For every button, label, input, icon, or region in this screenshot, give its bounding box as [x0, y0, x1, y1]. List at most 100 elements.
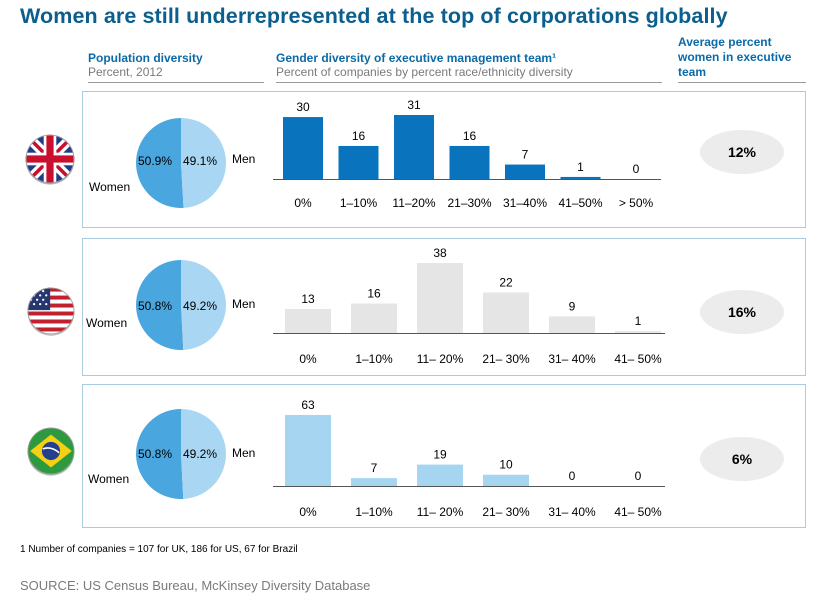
- bar-value-label: 9: [569, 299, 576, 313]
- bar-value-label: 7: [522, 148, 529, 162]
- category-label: 21– 30%: [482, 505, 530, 519]
- uk-flag-icon: [25, 134, 75, 185]
- uk-women-label: Women: [89, 180, 131, 194]
- us-men-percent: 49.2%: [183, 299, 218, 313]
- bar: [338, 145, 379, 179]
- bar-value-label: 0: [633, 162, 640, 176]
- category-label: 1–10%: [355, 352, 393, 366]
- bar: [351, 303, 397, 333]
- us-pie-women-slice: [136, 260, 184, 350]
- bar-value-label: 10: [499, 458, 513, 472]
- brazil-pie-women-slice: [136, 409, 184, 499]
- category-label: 41– 50%: [614, 352, 662, 366]
- category-label: 0%: [299, 505, 317, 519]
- gender-header-subtitle: Percent of companies by percent race/eth…: [276, 65, 573, 79]
- source-note: SOURCE: US Census Bureau, McKinsey Diver…: [20, 578, 371, 593]
- category-label: 31– 40%: [548, 505, 596, 519]
- us-bar-chart: 13 0% 16 1–10% 38 11– 20% 22 21– 30% 9 31– 40% 1 41…: [273, 246, 665, 366]
- brazil-population-pie: [136, 409, 226, 499]
- us-average-women: 16%: [700, 290, 784, 334]
- bar: [351, 478, 397, 486]
- category-label: 11– 20%: [417, 352, 464, 366]
- bar: [285, 415, 331, 486]
- uk-population-pie: [135, 118, 226, 208]
- brazil-average-women: 6%: [700, 437, 784, 481]
- bar-value-label: 19: [433, 448, 447, 462]
- brazil-men-label: Men: [232, 446, 256, 460]
- us-pie-men-slice: [181, 260, 226, 350]
- category-label: > 50%: [619, 196, 654, 210]
- category-label: 0%: [299, 352, 317, 366]
- bar: [549, 316, 595, 333]
- bar: [483, 474, 529, 486]
- bar: [615, 331, 661, 333]
- uk-pie-men-slice: [181, 118, 226, 208]
- us-panel: [82, 238, 806, 376]
- average-header: Average percent women in executive team: [678, 35, 792, 79]
- bar: [285, 309, 331, 333]
- us-population-pie: [136, 260, 226, 350]
- bar-value-label: 16: [367, 287, 381, 301]
- category-label: 0%: [294, 196, 312, 210]
- gender-header-title: Gender diversity of executive management…: [276, 51, 557, 65]
- bar-value-label: 16: [463, 129, 477, 143]
- brazil-pie-men-slice: [181, 409, 226, 499]
- brazil-bar-chart: 63 0% 7 1–10% 19 11– 20% 10 21– 30% 0 31– 40% 0 41–…: [273, 398, 665, 519]
- uk-men-label: Men: [232, 152, 256, 166]
- category-label: 21–30%: [447, 196, 491, 210]
- bar-value-label: 0: [569, 469, 576, 483]
- brazil-flag-icon: [27, 427, 75, 476]
- bar-value-label: 30: [296, 100, 310, 114]
- bar: [283, 117, 323, 179]
- brazil-panel: [82, 384, 806, 528]
- uk-men-percent: 49.1%: [183, 154, 218, 168]
- bar-value-label: 16: [352, 129, 366, 143]
- page-title: Women are still underrepresented at the …: [20, 4, 728, 28]
- bar: [483, 292, 529, 333]
- uk-women-percent: 50.9%: [138, 154, 173, 168]
- uk-pie-women-slice: [135, 118, 184, 208]
- us-flag-icon: [27, 287, 75, 336]
- bar: [417, 464, 463, 486]
- brazil-men-percent: 49.2%: [183, 447, 218, 461]
- us-women-label: Women: [86, 316, 128, 330]
- bar-value-label: 13: [301, 292, 315, 306]
- bar: [417, 263, 463, 333]
- bar-value-label: 0: [635, 469, 642, 483]
- brazil-women-percent: 50.8%: [138, 447, 173, 461]
- category-label: 41– 50%: [614, 505, 662, 519]
- category-label: 1–10%: [340, 196, 378, 210]
- category-label: 31– 40%: [548, 352, 596, 366]
- bar-value-label: 1: [635, 314, 642, 328]
- uk-panel: [82, 91, 806, 228]
- gender-header-rule: [276, 82, 662, 83]
- bar: [394, 115, 434, 179]
- population-header-title: Population diversity: [88, 51, 203, 65]
- category-label: 21– 30%: [482, 352, 530, 366]
- category-label: 41–50%: [558, 196, 602, 210]
- population-header: Population diversity Percent, 2012: [88, 51, 203, 79]
- bar-value-label: 38: [433, 246, 447, 260]
- bar-value-label: 63: [301, 398, 315, 412]
- category-label: 11– 20%: [417, 505, 464, 519]
- bar: [505, 164, 545, 179]
- bar-value-label: 7: [371, 461, 378, 475]
- population-header-subtitle: Percent, 2012: [88, 65, 163, 79]
- us-women-percent: 50.8%: [138, 299, 173, 313]
- us-men-label: Men: [232, 297, 256, 311]
- population-header-rule: [88, 82, 264, 83]
- bar-value-label: 31: [407, 98, 421, 112]
- bar: [560, 176, 601, 179]
- footnote: 1 Number of companies = 107 for UK, 186 …: [20, 544, 298, 555]
- category-label: 11–20%: [392, 196, 435, 210]
- bar-value-label: 22: [499, 275, 513, 289]
- gender-header: Gender diversity of executive management…: [276, 51, 573, 79]
- category-label: 31–40%: [503, 196, 547, 210]
- uk-bar-chart: 30 0% 16 1–10% 31 11–20% 16 21–30% 7 31–40% 1 41–50…: [273, 98, 661, 210]
- average-header-rule: [678, 82, 806, 83]
- bar-value-label: 1: [577, 160, 584, 174]
- bar: [449, 145, 490, 179]
- category-label: 1–10%: [355, 505, 393, 519]
- brazil-women-label: Women: [88, 472, 130, 486]
- uk-average-women: 12%: [700, 130, 784, 174]
